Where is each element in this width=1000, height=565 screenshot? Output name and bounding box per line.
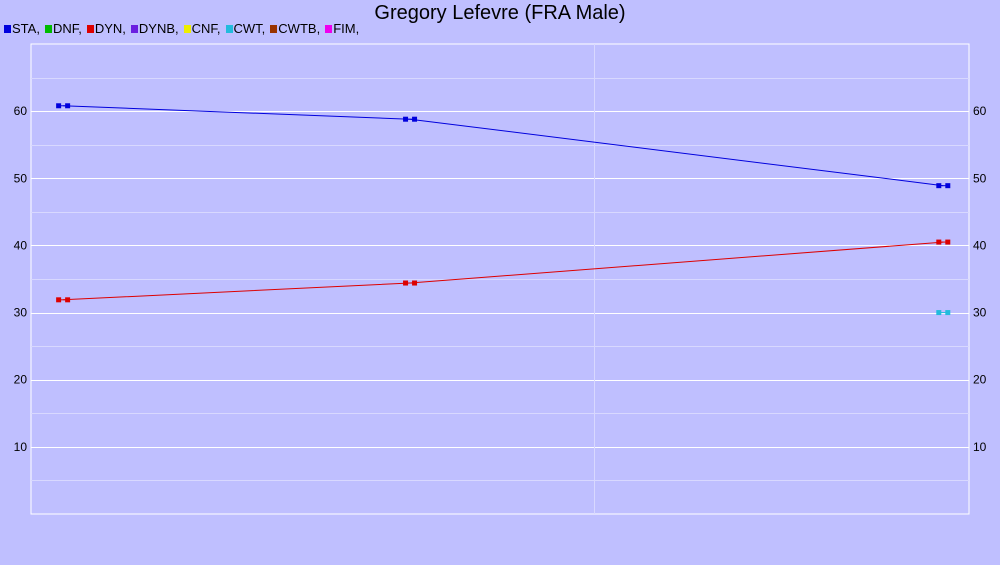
data-point-sta bbox=[412, 116, 418, 122]
legend-swatch bbox=[225, 25, 233, 33]
y-tick-label-right: 30 bbox=[973, 306, 987, 320]
series-line-dyn bbox=[63, 241, 944, 301]
legend-label: DNF, bbox=[52, 21, 82, 36]
y-tick-label-right: 50 bbox=[973, 171, 987, 185]
y-tick-label-left: 10 bbox=[14, 440, 28, 454]
data-point-sta bbox=[936, 183, 942, 189]
data-point-cwt bbox=[945, 310, 951, 316]
legend-swatch bbox=[270, 25, 278, 33]
data-point-sta bbox=[65, 103, 71, 109]
data-point-sta bbox=[56, 103, 62, 109]
legend-label: STA, bbox=[12, 21, 40, 36]
data-point-dyn bbox=[56, 297, 62, 303]
chart-title: Gregory Lefevre (FRA Male) bbox=[374, 2, 626, 24]
data-point-dyn bbox=[936, 239, 942, 245]
legend-label: CWTB, bbox=[278, 21, 321, 36]
legend-label: FIM, bbox=[333, 21, 360, 36]
legend-item-cwt: CWT, bbox=[225, 21, 266, 36]
y-tick-label-left: 50 bbox=[14, 171, 28, 185]
y-tick-label-left: 30 bbox=[14, 306, 28, 320]
legend-item-sta: STA, bbox=[4, 21, 40, 36]
legend-swatch bbox=[130, 25, 138, 33]
y-tick-label-left: 40 bbox=[14, 238, 28, 252]
y-tick-label-left: 60 bbox=[14, 104, 28, 118]
data-point-cwt bbox=[936, 310, 942, 316]
data-point-dyn bbox=[65, 297, 71, 303]
data-point-dyn bbox=[412, 280, 418, 286]
legend-item-dnf: DNF, bbox=[44, 21, 82, 36]
legend-label: DYN, bbox=[94, 21, 126, 36]
y-tick-label-right: 20 bbox=[973, 373, 987, 387]
y-tick-label-right: 60 bbox=[973, 104, 987, 118]
legend: STA, DNF, DYN, DYNB, CNF, CWT, CWTB, FIM, bbox=[4, 21, 364, 36]
legend-swatch bbox=[183, 25, 191, 33]
y-tick-label-left: 20 bbox=[14, 373, 28, 387]
legend-item-dyn: DYN, bbox=[86, 21, 126, 36]
legend-item-cwtb: CWTB, bbox=[270, 21, 320, 36]
legend-swatch bbox=[44, 25, 52, 33]
legend-label: DYNB, bbox=[138, 21, 179, 36]
legend-label: CNF, bbox=[191, 21, 221, 36]
data-point-sta bbox=[403, 116, 409, 122]
data-point-sta bbox=[945, 183, 951, 189]
legend-label: CWT, bbox=[233, 21, 266, 36]
legend-swatch bbox=[4, 25, 11, 33]
data-point-dyn bbox=[945, 239, 951, 245]
y-tick-label-right: 10 bbox=[973, 440, 987, 454]
y-tick-label-right: 40 bbox=[973, 238, 987, 252]
legend-swatch bbox=[86, 25, 94, 33]
legend-item-cnf: CNF, bbox=[183, 21, 221, 36]
data-point-dyn bbox=[403, 280, 409, 286]
legend-item-dynb: DYNB, bbox=[130, 21, 179, 36]
legend-swatch bbox=[325, 25, 333, 33]
legend-item-fim: FIM, bbox=[325, 21, 359, 36]
